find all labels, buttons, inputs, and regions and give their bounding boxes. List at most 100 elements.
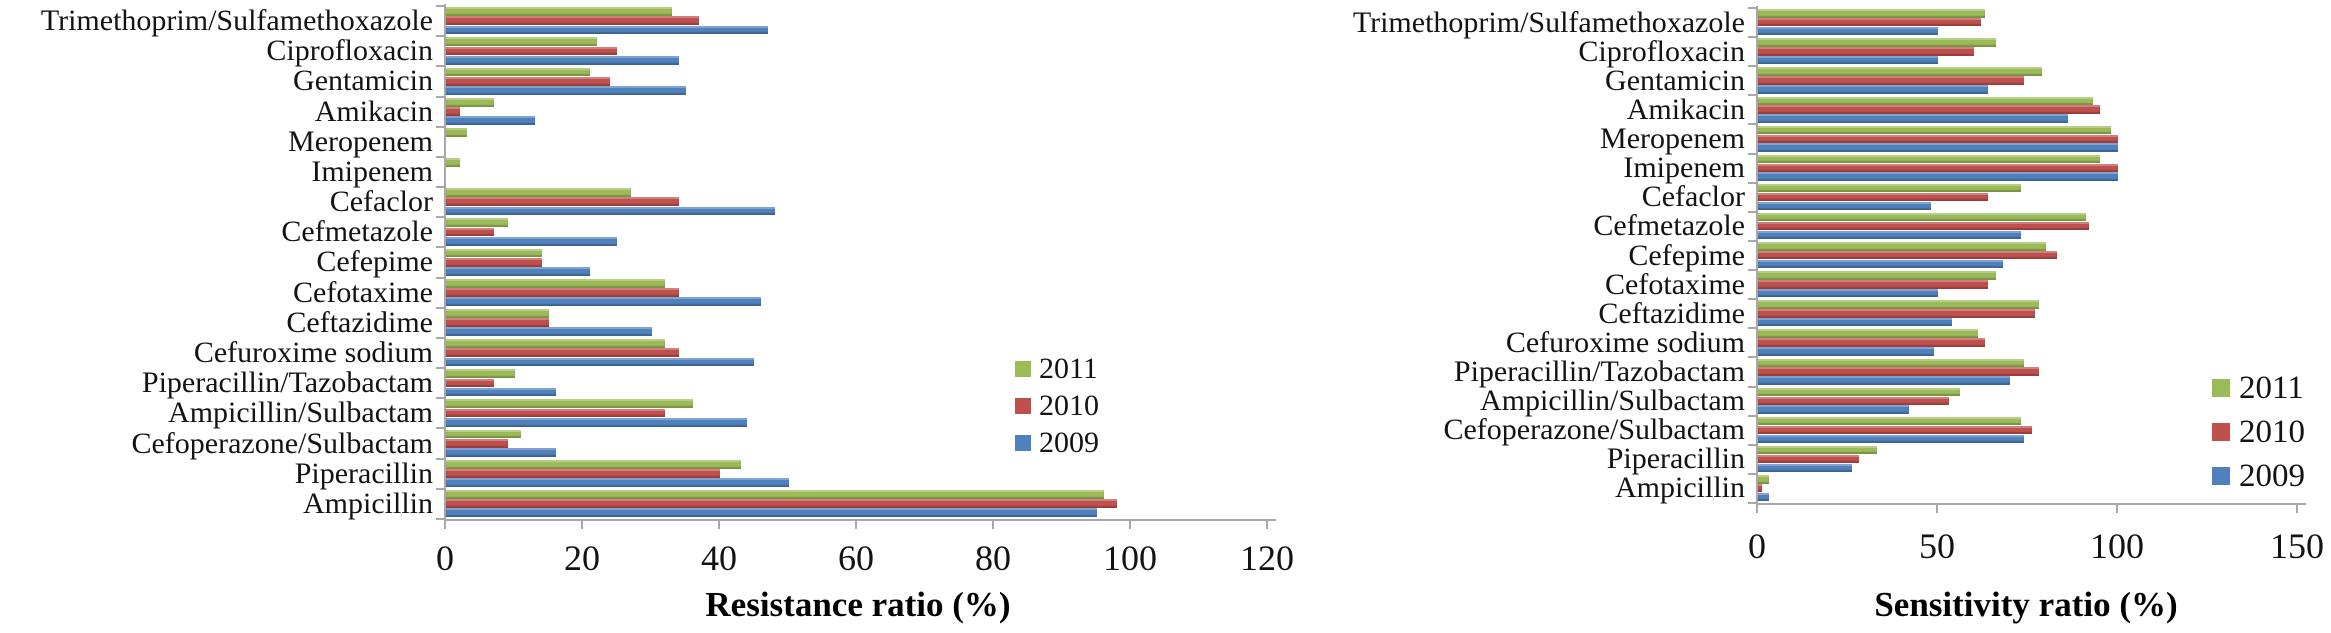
legend-item: 2011 [2212,371,2304,404]
bar-2010 [446,46,618,56]
category-label: Ampicillin/Sulbactam [168,396,433,430]
bar-2009 [1758,288,1938,298]
x-axis-tick [855,521,857,529]
category-label: Piperacillin [294,456,433,490]
legend-label: 2010 [2239,413,2305,450]
category-axis-tick [436,65,445,68]
category-axis-tick [1748,502,1757,504]
bar-2009 [1758,259,2003,269]
bar-2009 [1758,114,2068,123]
x-axis-tick [444,521,446,529]
bar-2009 [1758,26,1938,36]
category-label: Imipenem [311,154,433,188]
category-label: Meropenem [288,124,433,158]
category-axis-tick [1748,94,1757,97]
category-label: Cefepime [1628,238,1745,272]
bar-2011 [446,399,693,409]
bar-2011 [1758,9,1985,18]
bar-2009 [1758,463,1852,473]
x-tick-label: 20 [564,538,600,578]
category-label: Cefuroxime sodium [1505,325,1745,359]
category-axis-tick [436,35,445,38]
bar-2010 [1758,280,1989,289]
bar-2010 [446,257,542,267]
legend-label: 2011 [1039,352,1098,385]
category-label: Cefotaxime [293,275,433,309]
legend-swatch [2212,423,2230,441]
y-axis-line [444,4,446,519]
legend-item: 2011 [1015,354,1098,384]
category-label: Cefoperazone/Sulbactam [1443,413,1745,447]
category-axis-tick [1748,472,1757,475]
bar-2011 [1758,358,2025,368]
bar-2010 [1758,221,2090,231]
bar-2011 [1758,213,2086,222]
category-label: Meropenem [1600,122,1745,156]
x-tick-label: 80 [975,538,1011,578]
category-axis-tick [436,95,445,98]
bar-2009 [446,55,679,65]
bar-2011 [1758,154,2100,164]
bar-2011 [1758,96,2093,105]
category-axis-tick [1748,385,1757,388]
legend-swatch [1015,435,1031,451]
x-tick-label: 40 [701,538,737,578]
bar-2010 [446,106,460,116]
category-label: Cefoperazone/Sulbactam [131,426,433,460]
legend-swatch [1015,398,1031,414]
bar-2010 [1758,454,1859,464]
bar-2010 [446,76,611,86]
bar-2009 [446,206,775,216]
category-axis-tick [436,487,445,490]
bar-2010 [446,348,679,358]
bar-2009 [446,25,768,35]
x-axis-tick [581,521,583,529]
bar-2010 [446,408,666,418]
bar-2011 [1758,67,2043,76]
bar-2010 [446,438,508,448]
bar-2011 [1758,38,1996,47]
category-axis-tick [436,397,445,400]
bar-2009 [1758,55,1938,65]
bar-2011 [446,429,522,439]
bar-2010 [1758,76,2025,85]
x-axis-tick [718,521,720,529]
x-tick-label: 100 [1103,538,1157,578]
category-label: Cefaclor [329,185,433,219]
bar-2010 [1758,250,2057,260]
bar-2010 [1758,367,2039,376]
bar-2010 [1758,309,2036,318]
bar-2009 [446,508,1097,518]
x-axis-tick [2116,505,2118,513]
bar-2011 [446,278,666,288]
category-axis-tick [436,5,445,7]
bar-2009 [1758,376,2010,385]
bar-2009 [446,357,755,367]
bar-2010 [446,197,679,207]
x-axis-line [1756,503,2306,505]
x-tick-label: 0 [436,538,454,578]
legend-item: 2010 [2212,413,2305,450]
bar-2011 [446,37,597,47]
category-label: Trimethoprim/Sulfamethoxazole [40,4,433,38]
category-label: Piperacillin/Tazobactam [141,366,433,400]
category-label: Amikacin [314,94,433,128]
bar-2010 [446,318,549,327]
category-axis-tick [1748,443,1757,446]
category-axis-tick [1748,239,1757,242]
bar-2011 [446,67,590,77]
category-axis-tick [1748,414,1757,417]
bar-2010 [1758,18,1982,27]
category-label: Gentamicin [1605,63,1745,97]
bar-2011 [1758,125,2111,135]
category-axis-tick [436,336,445,339]
category-label: Cefmetazole [1593,209,1745,243]
category-axis-tick [436,518,445,520]
bar-2011 [446,490,1104,499]
category-axis-tick [436,367,445,370]
bar-2009 [1758,201,1931,211]
bar-2010 [1758,134,2118,143]
category-label: Cefaclor [1641,180,1745,214]
bar-2011 [446,218,508,228]
